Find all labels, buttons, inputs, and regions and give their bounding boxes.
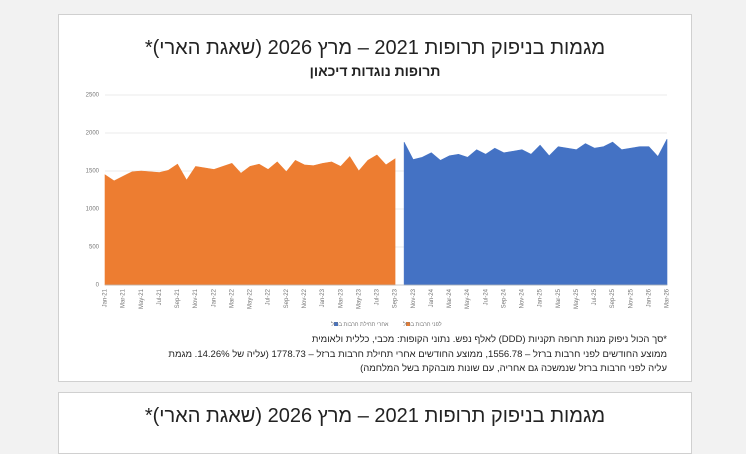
x-tick-label: Jan-23 xyxy=(320,288,326,307)
x-tick-label: Jan-25 xyxy=(538,288,544,307)
x-tick-label: Mar-21 xyxy=(121,288,127,308)
x-tick-label: Sep-24 xyxy=(501,288,507,308)
footnotes: *סך הכול ניפוק מנות תרופה תקניות (DDD) ל… xyxy=(77,333,667,377)
x-tick-label: Nov-21 xyxy=(193,288,199,308)
chart-title: מגמות בניפוק תרופות 2021 – מרץ 2026 (שאג… xyxy=(144,37,606,59)
x-tick-label: Jul-24 xyxy=(483,288,489,305)
x-tick-label: Jul-23 xyxy=(375,288,381,305)
x-tick-label: Jul-22 xyxy=(266,288,272,305)
x-tick-label: Sep-23 xyxy=(393,288,399,308)
y-tick-label: 0 xyxy=(96,283,100,289)
y-tick-label: 2000 xyxy=(86,131,100,137)
x-tick-label: Sep-25 xyxy=(610,288,616,308)
x-tick-label: Jul-25 xyxy=(592,288,598,305)
x-tick-label: Jan-26 xyxy=(646,288,652,307)
legend-swatch xyxy=(334,322,338,326)
x-tick-label: Mar-25 xyxy=(556,288,562,308)
area xyxy=(403,138,668,286)
chart-subtitle: תרופות נוגדות דיכאון xyxy=(309,63,441,79)
x-tick-label: May-22 xyxy=(248,288,254,309)
x-tick-label: Mar-26 xyxy=(665,288,671,308)
footnote: ממוצע החודשים לפני חרבות ברזל – 1556.78,… xyxy=(168,348,667,360)
x-tick-label: Jan-24 xyxy=(429,288,435,307)
x-tick-label: Nov-24 xyxy=(520,288,526,308)
legend-label: לפני חרבות ברזל xyxy=(403,321,442,328)
chart-card: מגמות בניפוק תרופות 2021 – מרץ 2026 (שאג… xyxy=(58,14,692,382)
x-tick-label: Sep-22 xyxy=(284,288,290,308)
page: {"chart_data": {"type": "area", "title":… xyxy=(58,14,692,454)
x-tick-label: Jul-21 xyxy=(157,288,163,305)
next-card-title: מגמות בניפוק תרופות 2021 – מרץ 2026 (שאג… xyxy=(144,405,606,427)
chart: 0 500 1000 1500 2000 2500 Jan-21 Mar-21 May-21 Ju… xyxy=(86,93,671,328)
x-tick-label: May-21 xyxy=(139,288,145,309)
x-tick-label: Mar-24 xyxy=(447,288,453,308)
x-tick-label: May-23 xyxy=(356,288,362,309)
y-tick-label: 500 xyxy=(89,245,100,251)
x-tick-label: Nov-25 xyxy=(628,288,634,308)
y-tick-label: 1000 xyxy=(86,207,100,213)
footnote: *סך הכול ניפוק מנות תרופה תקניות (DDD) ל… xyxy=(311,334,667,345)
x-tick-label: May-25 xyxy=(574,288,580,309)
x-tick-label: Mar-23 xyxy=(338,288,344,308)
x-tick-label: May-24 xyxy=(465,288,471,309)
y-tick-label: 1500 xyxy=(86,169,100,175)
x-tick-label: Sep-21 xyxy=(175,288,181,308)
area xyxy=(104,154,396,286)
next-card: מגמות בניפוק תרופות 2021 – מרץ 2026 (שאג… xyxy=(58,392,692,454)
x-tick-label: Nov-22 xyxy=(302,288,308,308)
x-tick-label: Mar-22 xyxy=(229,288,235,308)
x-tick-label: Nov-23 xyxy=(411,288,417,308)
footnote: עליה לפני חרבות ברזל שנמשכה גם אחריה, עם… xyxy=(360,363,667,374)
x-tick-label: Jan-21 xyxy=(103,288,109,307)
x-tick-label: Jan-22 xyxy=(211,288,217,307)
legend-label: אחרי תחילת חרבות ברזל xyxy=(331,321,389,328)
legend-swatch xyxy=(406,322,410,326)
y-tick-label: 2500 xyxy=(86,93,100,99)
